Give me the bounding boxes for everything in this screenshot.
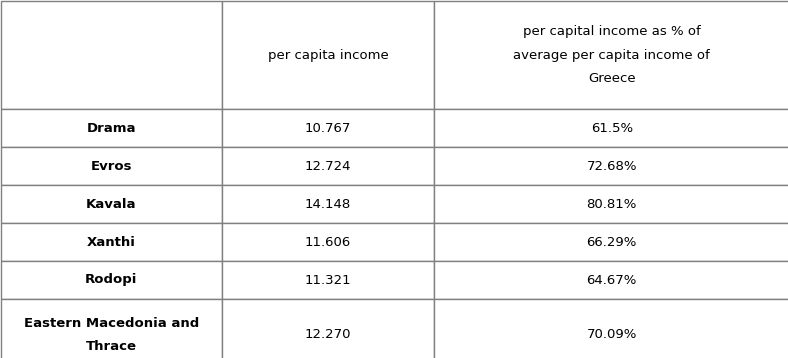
Text: 14.148: 14.148 [305,198,351,211]
Bar [434,223,788,261]
Text: Rodopi: Rodopi [85,274,138,286]
Text: 61.5%: 61.5% [591,121,633,135]
Bar [221,1,434,109]
Text: per capital income as % of
average per capita income of
Greece: per capital income as % of average per c… [513,25,710,84]
Text: 11.321: 11.321 [305,274,351,286]
Text: 11.606: 11.606 [305,236,351,248]
Text: per capita income: per capita income [268,48,388,62]
Text: 12.270: 12.270 [305,329,351,342]
Bar [221,185,434,223]
Text: 64.67%: 64.67% [586,274,637,286]
Bar [434,261,788,299]
Bar [1,223,221,261]
Bar [434,109,788,147]
Bar [1,1,221,109]
Bar [434,299,788,358]
Text: 80.81%: 80.81% [586,198,637,211]
Bar [434,147,788,185]
Text: 66.29%: 66.29% [586,236,637,248]
Bar [1,109,221,147]
Text: 10.767: 10.767 [305,121,351,135]
Text: Xanthi: Xanthi [87,236,136,248]
Bar [1,185,221,223]
Bar [434,185,788,223]
Bar [1,299,221,358]
Text: 70.09%: 70.09% [586,329,637,342]
Bar [221,299,434,358]
Bar [434,1,788,109]
Bar [1,261,221,299]
Text: 12.724: 12.724 [305,160,351,173]
Bar [1,147,221,185]
Bar [221,109,434,147]
Text: Eastern Macedonia and
Thrace: Eastern Macedonia and Thrace [24,317,199,353]
Text: 72.68%: 72.68% [586,160,637,173]
Text: Kavala: Kavala [86,198,136,211]
Text: Drama: Drama [87,121,136,135]
Bar [221,261,434,299]
Bar [221,147,434,185]
Bar [221,223,434,261]
Text: Evros: Evros [91,160,132,173]
